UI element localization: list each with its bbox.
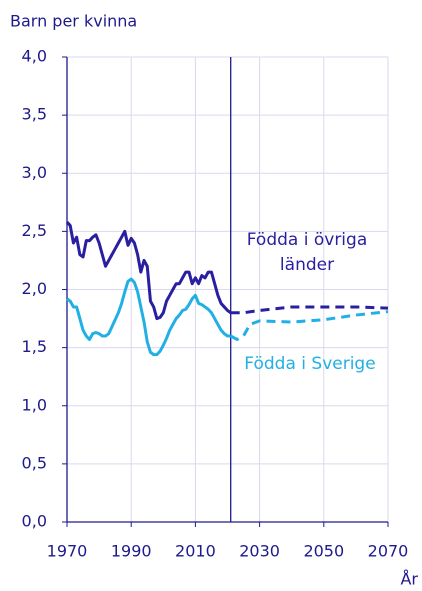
series-line (65, 221, 232, 321)
x-axis-label: År (400, 570, 418, 589)
projection-line (230, 305, 389, 315)
projection-line (229, 310, 389, 341)
y-tick-label: 2,0 (22, 279, 47, 298)
y-tick-label: 4,0 (22, 47, 47, 66)
y-tick-label: 3,5 (22, 105, 47, 124)
x-tick-label: 1970 (47, 542, 88, 561)
x-tick-label: 2030 (239, 542, 280, 561)
y-tick-label: 3,0 (22, 163, 47, 182)
y-tick-label: 0,5 (22, 453, 47, 472)
y-tick-label: 0,0 (22, 512, 47, 531)
x-tick-label: 2050 (303, 542, 344, 561)
y-axis-label: Barn per kvinna (10, 12, 137, 31)
y-tick-label: 1,5 (22, 337, 47, 356)
series-label: Födda i övriga länder (246, 230, 368, 275)
x-tick-label: 1990 (111, 542, 152, 561)
y-tick-label: 2,5 (22, 221, 47, 240)
x-tick-label: 2010 (175, 542, 216, 561)
series-label: Födda i Sverige (244, 354, 376, 374)
series-line (66, 277, 231, 357)
y-tick-label: 1,0 (22, 395, 47, 414)
x-tick-label: 2070 (368, 542, 409, 561)
